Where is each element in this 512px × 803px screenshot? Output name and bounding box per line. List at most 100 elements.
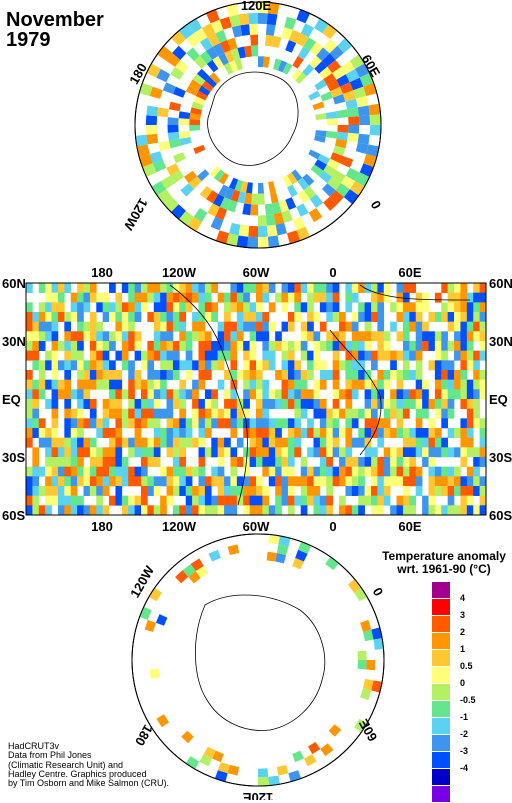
anomaly-cell	[300, 428, 308, 438]
anomaly-cell	[172, 302, 180, 313]
anomaly-cell	[357, 650, 367, 660]
anomaly-cell	[134, 399, 142, 409]
anomaly-cell	[77, 341, 84, 351]
anomaly-cell	[287, 360, 295, 371]
anomaly-cell	[102, 486, 110, 496]
anomaly-cell	[409, 350, 417, 361]
anomaly-cell	[121, 495, 129, 506]
anomaly-cell	[275, 466, 282, 477]
anomaly-cell	[109, 428, 116, 438]
anomaly-cell	[102, 447, 110, 458]
anomaly-cell	[256, 360, 263, 371]
anomaly-cell	[204, 302, 212, 313]
anomaly-cell	[307, 495, 314, 506]
anomaly-cell	[466, 379, 474, 390]
anomaly-cell	[300, 389, 308, 400]
anomaly-cell	[428, 437, 436, 448]
anomaly-cell	[224, 331, 231, 342]
anomaly-cell	[179, 505, 187, 516]
anomaly-cell	[258, 193, 265, 205]
anomaly-cell	[166, 283, 174, 293]
anomaly-cell	[224, 370, 231, 380]
anomaly-cell	[228, 60, 239, 73]
anomaly-cell	[396, 350, 404, 361]
anomaly-cell	[364, 331, 372, 342]
anomaly-cell	[45, 321, 52, 332]
anomaly-cell	[121, 283, 129, 293]
anomaly-cell	[287, 486, 295, 496]
north-polar-map: 120E 60E 0 120W 180	[121, 0, 384, 249]
anomaly-cell	[236, 408, 244, 419]
anomaly-cell	[166, 486, 174, 496]
anomaly-cell	[288, 770, 302, 782]
anomaly-cell	[96, 457, 103, 467]
anomaly-cell	[340, 156, 354, 168]
anomaly-cell	[377, 457, 385, 467]
anomaly-cell	[473, 447, 480, 458]
anomaly-cell	[147, 457, 155, 467]
anomaly-cell	[194, 55, 207, 69]
anomaly-cell	[38, 389, 46, 400]
anomaly-cell	[26, 486, 33, 496]
legend-tick-label: 3	[460, 610, 466, 620]
anomaly-cell	[383, 331, 391, 342]
anomaly-cell	[292, 216, 306, 231]
anomaly-cell	[152, 159, 167, 173]
anomaly-cell	[83, 505, 91, 516]
anomaly-cell	[383, 495, 391, 506]
anomaly-cell	[236, 418, 244, 429]
anomaly-cell	[26, 283, 33, 293]
anomaly-cell	[282, 175, 293, 188]
anomaly-cell	[217, 321, 225, 332]
anomaly-cell	[313, 360, 321, 371]
anomaly-cell	[109, 360, 116, 371]
anomaly-cell	[185, 302, 193, 313]
anomaly-cell	[89, 292, 97, 303]
anomaly-cell	[166, 360, 174, 371]
anomaly-cell	[179, 428, 187, 438]
anomaly-cell	[447, 447, 455, 458]
anomaly-cell	[447, 283, 455, 293]
anomaly-cell	[326, 302, 333, 313]
anomaly-cell	[287, 505, 295, 516]
anomaly-cell	[409, 370, 417, 380]
anomaly-cell	[115, 399, 123, 409]
anomaly-cell	[210, 19, 224, 34]
anomaly-cell	[351, 505, 359, 516]
anomaly-cell	[351, 350, 359, 361]
anomaly-cell	[230, 350, 238, 361]
anomaly-cell	[226, 233, 239, 247]
anomaly-cell	[303, 37, 317, 51]
anomaly-cell	[339, 331, 346, 342]
anomaly-cell	[172, 360, 180, 371]
anomaly-cell	[402, 505, 410, 516]
anomaly-cell	[96, 505, 103, 516]
anomaly-cell	[77, 399, 84, 409]
anomaly-cell	[332, 399, 340, 409]
anomaly-cell	[322, 24, 338, 40]
anomaly-cell	[312, 101, 325, 110]
anomaly-cell	[160, 350, 167, 361]
anomaly-cell	[198, 486, 206, 496]
anomaly-cell	[371, 408, 378, 419]
anomaly-cell	[236, 341, 244, 351]
anomaly-cell	[308, 90, 321, 101]
anomaly-cell	[460, 331, 468, 342]
anomaly-cell	[256, 505, 263, 516]
anomaly-cell	[173, 152, 186, 164]
anomaly-cell	[441, 283, 448, 293]
legend-title-line1: Temperature anomaly	[382, 549, 506, 563]
anomaly-cell	[271, 202, 282, 215]
anomaly-cell	[166, 399, 174, 409]
anomaly-cell	[128, 312, 135, 322]
anomaly-cell	[287, 437, 295, 448]
anomaly-cell	[363, 678, 374, 691]
anomaly-cell	[473, 399, 480, 409]
anomaly-cell	[77, 321, 84, 332]
anomaly-cell	[128, 341, 135, 351]
anomaly-cell	[211, 389, 218, 400]
anomaly-cell	[402, 283, 410, 293]
anomaly-cell	[96, 360, 103, 371]
anomaly-cell	[38, 283, 46, 293]
right-lat-60n: 60N	[489, 276, 512, 291]
